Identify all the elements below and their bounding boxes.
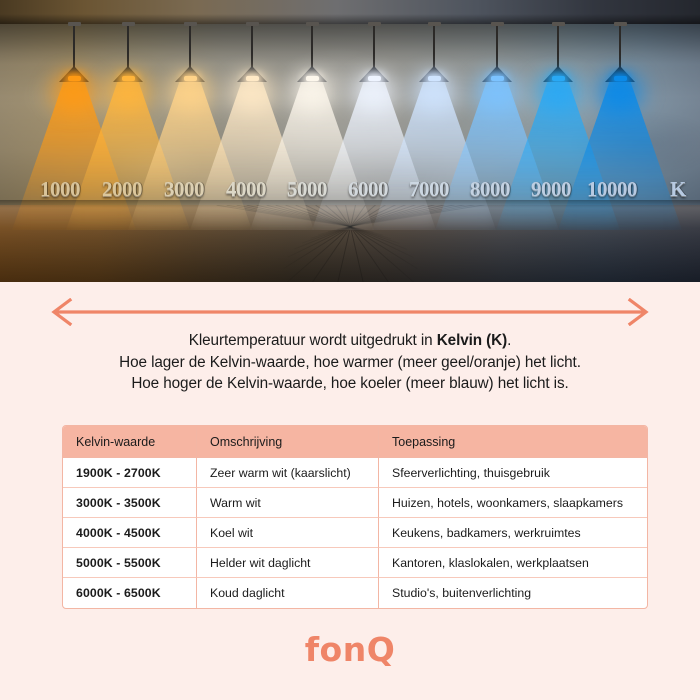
hero-photo: 1000 2000 3000 4000 5000 6000 7000 8000 9000 1000… [0,0,700,282]
kelvin-scale-label: 1000 [40,176,81,201]
wall [0,24,700,205]
lamp-canopy [551,22,565,26]
kelvin-scale-label: 8000 [470,176,511,201]
lamp-canopy [245,22,259,26]
lamp-canopy [613,22,627,26]
kelvin-table: Kelvin-waarde Omschrijving Toepassing 19… [62,425,648,609]
lamp-bulb [305,76,319,81]
lamp-bulb [183,76,197,81]
column-header-omschrijving: Omschrijving [197,426,379,458]
table-row: 3000K - 3500K Warm wit Huizen, hotels, woo… [63,488,647,518]
table-body: 1900K - 2700K Zeer warm wit (kaarslicht) S… [63,458,647,608]
lamp-cord [373,26,375,68]
kelvin-scale-labels: 1000 2000 3000 4000 5000 6000 7000 8000 9000 1000… [0,176,700,202]
cell-toepassing: Sfeerverlichting, thuisgebruik [379,458,647,488]
description-text: Kleurtemperatuur wordt uitgedrukt in Kel… [0,330,700,395]
lamp-cord [311,26,313,68]
lamp-canopy [67,22,81,26]
warm-cool-arrow [46,297,654,327]
lamp-cord [496,26,498,68]
table-header: Kelvin-waarde Omschrijving Toepassing [63,426,647,458]
cell-kelvin-waarde: 1900K - 2700K [63,458,197,488]
cell-kelvin-waarde: 5000K - 5500K [63,548,197,578]
lamp-cord [619,26,621,68]
lamp-bulb [490,76,504,81]
lamp-canopy [121,22,135,26]
cell-omschrijving: Koud daglicht [197,578,379,608]
cell-omschrijving: Koel wit [197,518,379,548]
lamp-bulb [367,76,381,81]
lamp-canopy [183,22,197,26]
lamp-cord [73,26,75,68]
lamp-bulb [121,76,135,81]
cell-toepassing: Huizen, hotels, woonkamers, slaapkamers [379,488,647,518]
lamp-cord [251,26,253,68]
kelvin-scale-label: 5000 [287,176,328,201]
description-line-2: Hoe lager de Kelvin-waarde, hoe warmer (… [119,353,581,371]
lamp-bulb [551,76,565,81]
description-line-1-prefix: Kleurtemperatuur wordt uitgedrukt in [188,332,437,349]
fonq-logo[interactable]: fonQ [304,630,396,669]
column-header-kelvin: Kelvin-waarde [63,426,197,458]
table-row: 6000K - 6500K Koud daglicht Studio's, buit… [63,578,647,608]
kelvin-scale-label: 3000 [164,176,205,201]
cell-toepassing: Keukens, badkamers, werkruimtes [379,518,647,548]
lamp-canopy [367,22,381,26]
lamp-bulb [245,76,259,81]
lamp-canopy [427,22,441,26]
cell-toepassing: Studio's, buitenverlichting [392,586,532,600]
kelvin-scale-label: 2000 [102,176,143,201]
lamp-cord [557,26,559,68]
cell-kelvin-waarde: 3000K - 3500K [63,488,197,518]
kelvin-scale-label: 4000 [226,176,267,201]
lamp-cord [127,26,129,68]
kelvin-scale-label: 10000 [587,176,638,201]
cell-kelvin-waarde: 6000K - 6500K [63,578,197,608]
table-row: 5000K - 5500K Helder wit daglicht Kantoren… [63,548,647,578]
table-row: 4000K - 4500K Koel wit Keukens, badkamers,… [63,518,647,548]
cell-kelvin-waarde: 4000K - 4500K [63,518,197,548]
description-line-1-bold: Kelvin (K) [436,332,508,349]
table-header-row: Kelvin-waarde Omschrijving Toepassing [63,426,647,458]
arrow-icon [51,297,649,327]
lamp-bulb [427,76,441,81]
kelvin-scale-label: 6000 [348,176,389,201]
description-line-1: Kleurtemperatuur wordt uitgedrukt in Kel… [0,330,700,352]
wall-floor-shadow [0,200,700,208]
lamp-bulb [67,76,81,81]
description-line-1-suffix: . [507,332,512,349]
cell-omschrijving: Zeer warm wit (kaarslicht) [197,458,379,488]
ceiling [0,0,700,24]
cell-omschrijving: Warm wit [197,488,379,518]
lamp-canopy [305,22,319,26]
table-row: 1900K - 2700K Zeer warm wit (kaarslicht) S… [63,458,647,488]
kelvin-scale-label: K [670,176,686,201]
kelvin-scale-label: 9000 [531,176,572,201]
cell-toepassing: Kantoren, klaslokalen, werkplaatsen [379,548,647,578]
description-line-3: Hoe hoger de Kelvin-waarde, hoe koeler (… [131,375,569,392]
column-header-toepassing: Toepassing [379,426,647,458]
lamp-cord [433,26,435,68]
cell-omschrijving: Helder wit daglicht [197,548,379,578]
lamp-cord [189,26,191,68]
lamp-bulb [613,76,627,81]
lamp-canopy [490,22,504,26]
kelvin-scale-label: 7000 [409,176,450,201]
